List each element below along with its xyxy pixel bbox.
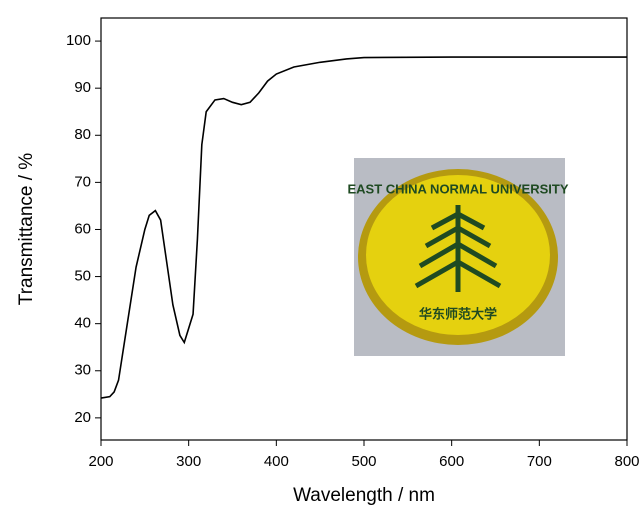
x-tick-label: 500 bbox=[351, 453, 376, 470]
x-tick-label: 700 bbox=[527, 453, 552, 470]
x-tick-label: 600 bbox=[439, 453, 464, 470]
inset-text: EAST CHINA NORMAL UNIVERSITY bbox=[347, 181, 568, 196]
x-tick-label: 400 bbox=[264, 453, 289, 470]
y-tick-label: 60 bbox=[74, 220, 91, 237]
x-tick-label: 300 bbox=[176, 453, 201, 470]
inset-text: 华东师范大学 bbox=[419, 306, 497, 321]
y-tick-label: 70 bbox=[74, 173, 91, 190]
x-tick-label: 800 bbox=[614, 453, 639, 470]
y-axis-title: Transmittance / % bbox=[16, 153, 37, 306]
y-tick-label: 100 bbox=[66, 32, 91, 49]
y-tick-label: 30 bbox=[74, 362, 91, 379]
x-tick-label: 200 bbox=[88, 453, 113, 470]
y-tick-label: 40 bbox=[74, 315, 91, 332]
y-tick-label: 50 bbox=[74, 268, 91, 285]
chart: EAST CHINA NORMAL UNIVERSITY 华东师范大学 Wave… bbox=[0, 0, 643, 506]
x-axis-title: Wavelength / nm bbox=[293, 485, 435, 506]
y-tick-label: 80 bbox=[74, 126, 91, 143]
y-tick-label: 20 bbox=[74, 409, 91, 426]
y-tick-label: 90 bbox=[74, 79, 91, 96]
